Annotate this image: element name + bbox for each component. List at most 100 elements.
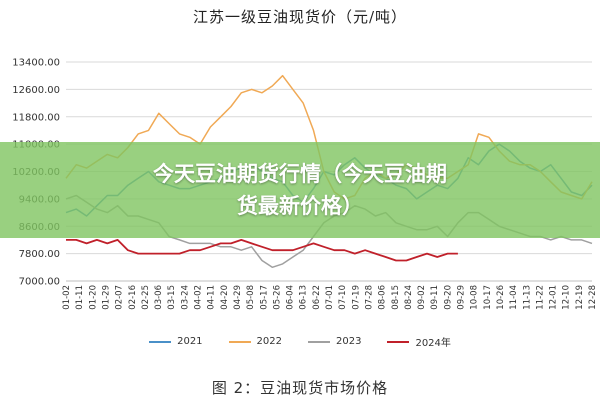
x-tick-label: 07-10 [338,285,348,310]
legend-swatch [387,340,410,343]
legend-item: 2024年 [387,334,451,349]
y-tick-label: 7800.00 [19,249,60,260]
x-tick-label: 08-24 [404,285,414,310]
x-tick: 03-15 [167,285,177,310]
x-tick: 03-24 [180,285,190,310]
x-tick: 11-04 [509,285,519,310]
x-tick-label: 03-24 [180,285,190,310]
headline-line-1: 今天豆油期货行情（今天豆油期 [153,162,447,186]
y-tick-label: 7000.00 [19,277,60,288]
x-tick-label: 04-11 [207,285,217,310]
legend-label: 2023 [336,336,362,347]
x-tick-label: 01-11 [75,285,85,310]
x-tick: 09-02 [417,285,427,310]
x-tick-label: 11-22 [535,285,545,310]
x-tick: 08-06 [378,285,388,310]
x-tick: 04-20 [220,285,230,310]
x-tick: 08-24 [404,285,414,310]
x-tick-label: 03-15 [167,285,177,310]
x-tick-label: 07-19 [351,285,361,310]
x-tick-label: 01-29 [101,285,111,310]
x-tick-label: 08-15 [391,285,401,310]
headline-line-2: 货最新价格） [237,194,363,218]
y-tick-label: 11800.00 [12,112,60,123]
y-tick-label: 13400.00 [12,58,60,69]
x-tick-label: 09-11 [430,285,440,310]
x-tick: 07-10 [338,285,348,310]
x-tick-label: 10-17 [483,285,493,310]
x-tick: 02-16 [128,285,138,310]
x-tick-label: 02-16 [128,285,138,310]
x-tick: 09-11 [430,285,440,310]
x-tick: 01-11 [75,285,85,310]
series-line-2024年 [66,238,458,262]
x-tick-label: 08-06 [378,285,388,310]
x-tick: 08-15 [391,285,401,310]
x-tick: 10-08 [470,285,480,310]
x-tick-label: 12-10 [562,285,572,310]
x-tick-label: 12-01 [549,285,559,310]
chart-legend: 2021 2022 2023 2024年 [0,334,600,349]
figure-caption: 图 2：豆油现货市场价格 [211,379,389,397]
x-tick: 01-02 [62,285,72,310]
x-tick: 01-20 [88,285,98,310]
x-tick: 07-19 [351,285,361,310]
x-tick: 12-19 [575,285,585,310]
x-tick-label: 07-01 [325,285,335,310]
x-tick: 04-29 [233,285,243,310]
x-tick: 12-10 [562,285,572,310]
x-tick-label: 09-02 [417,285,427,310]
x-tick-label: 06-04 [286,285,296,310]
legend-swatch [228,340,251,343]
x-tick: 12-01 [549,285,559,310]
legend-label: 2022 [256,336,282,347]
x-tick-label: 01-02 [62,285,72,310]
x-tick: 01-29 [101,285,111,310]
x-tick: 09-29 [457,285,467,310]
chart-title: 江苏一级豆油现货价（元/吨） [192,8,408,26]
x-tick-label: 03-06 [154,285,164,310]
legend-item: 2023 [308,334,361,349]
headline-banner [0,142,600,238]
x-tick: 02-07 [115,285,125,310]
x-tick: 07-28 [364,285,374,310]
x-tick-label: 12-19 [575,285,585,310]
x-tick-label: 04-29 [233,285,243,310]
legend-item: 2021 [149,334,203,349]
legend-swatch [308,340,330,343]
x-tick-label: 05-08 [246,285,256,310]
x-tick-label: 04-20 [220,285,230,310]
x-tick: 10-17 [483,285,493,310]
x-tick: 05-08 [246,285,256,310]
x-tick: 11-13 [522,285,532,310]
x-tick: 02-25 [141,285,151,310]
x-tick: 11-22 [535,285,545,310]
x-tick-label: 12-28 [588,285,598,310]
x-tick-label: 09-20 [443,285,453,310]
x-tick-label: 07-28 [364,285,374,310]
x-tick-label: 10-26 [496,285,506,310]
x-tick: 09-20 [443,285,453,310]
x-tick-label: 01-20 [88,285,98,310]
x-tick-label: 02-07 [115,285,125,310]
x-tick: 12-28 [588,285,598,310]
x-tick: 06-04 [286,285,296,310]
x-tick-label: 10-08 [470,285,480,310]
legend-item: 2022 [228,334,282,349]
x-tick-label: 11-13 [522,285,532,310]
x-tick: 07-01 [325,285,335,310]
legend-label: 2021 [177,336,203,347]
x-tick-label: 04-02 [194,285,204,310]
x-tick: 06-22 [312,285,322,310]
x-tick: 03-06 [154,285,164,310]
x-tick-label: 06-22 [312,285,322,310]
x-tick: 05-26 [272,285,282,310]
x-tick: 10-26 [496,285,506,310]
legend-label: 2024年 [415,338,451,349]
x-tick-label: 09-29 [457,285,467,310]
x-tick-label: 11-04 [509,285,519,310]
x-tick: 06-13 [299,285,309,310]
x-tick: 04-02 [194,285,204,310]
x-tick: 05-17 [259,285,269,310]
